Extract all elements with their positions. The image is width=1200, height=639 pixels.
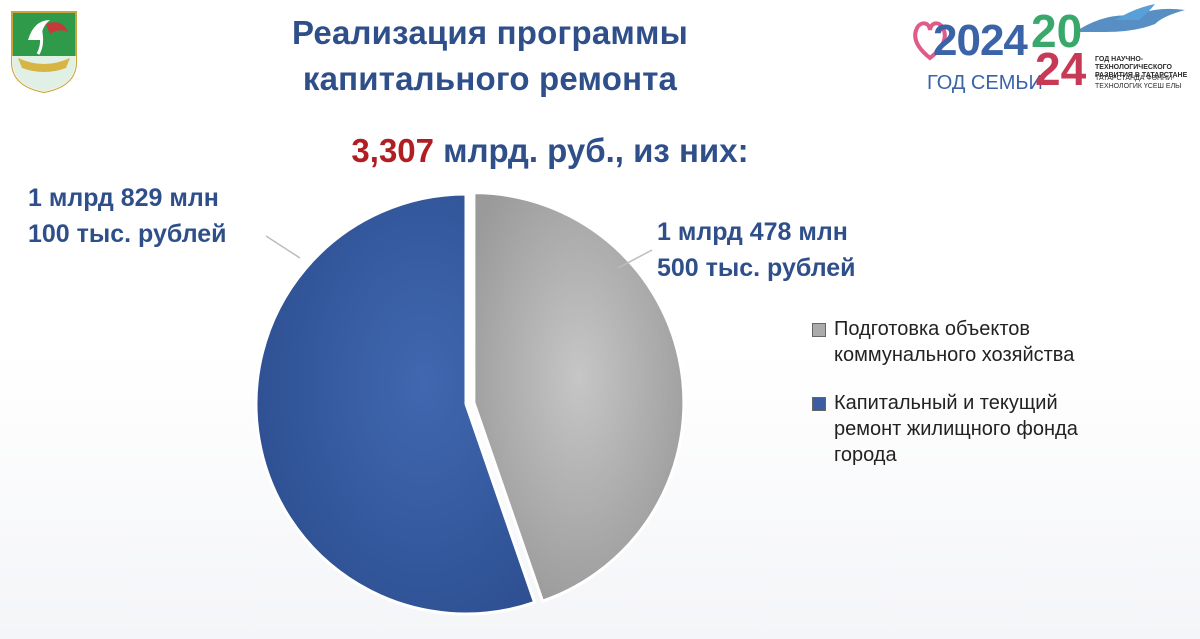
leader-line-right: [617, 249, 653, 269]
legend-text: ремонт жилищного фонда: [834, 418, 1078, 440]
legend-text: коммунального хозяйства: [834, 344, 1075, 366]
data-label-housing-line2: 100 тыс. рублей: [28, 220, 227, 248]
data-label-utilities-line1: 1 млрд 478 млн: [657, 218, 848, 246]
year-logo: 2024 ГОД СЕМЬИ 20 24 ГОД НАУЧНО-ТЕХНОЛОГ…: [905, 2, 1200, 102]
legend-item-housing: Капитальный и текущий ремонт жилищного ф…: [812, 390, 1192, 468]
pie-slice-housing: [254, 192, 537, 616]
logo-big-year-bottom: 24: [1035, 43, 1087, 95]
legend-text: Подготовка объектов: [834, 318, 1031, 340]
total-amount: 3,307: [351, 132, 435, 169]
title-line-1: Реализация программы: [292, 14, 688, 51]
data-label-housing-line1: 1 млрд 829 млн: [28, 184, 219, 212]
bird-icon: [1075, 4, 1185, 32]
total-suffix: млрд. руб., из них:: [434, 132, 749, 169]
legend-swatch-blue: [812, 397, 826, 411]
data-label-utilities-line2: 500 тыс. рублей: [657, 254, 856, 282]
title-line-2: капитального ремонта: [302, 60, 678, 97]
legend-text: города: [834, 444, 897, 466]
pie-slice-utilities: [472, 191, 686, 604]
leader-line-left: [265, 235, 301, 259]
legend-swatch-grey: [812, 323, 826, 337]
chart-title: 3,307 млрд. руб., из них:: [0, 132, 1100, 170]
legend-item-utilities: Подготовка объектов коммунального хозяйс…: [812, 316, 1192, 368]
data-label-utilities: 1 млрд 478 млн 500 тыс. рублей: [657, 214, 856, 286]
heart-icon: [913, 21, 947, 61]
legend-text: Капитальный и текущий: [834, 392, 1058, 414]
city-coat-of-arms-icon: [11, 11, 77, 94]
logo-subtitle: ГОД СЕМЬИ: [927, 72, 1043, 94]
logo-year: 2024: [933, 16, 1028, 65]
logo-caption-tt: ТАТАРСТАНДА ФӘННИ-ТЕХНОЛОГИК ҮСЕШ ЕЛЫ: [1095, 75, 1182, 90]
page-title: Реализация программы капитального ремонт…: [190, 10, 790, 102]
logo-big-year-top: 20: [1031, 5, 1083, 57]
logo-caption-ru: ГОД НАУЧНО-ТЕХНОЛОГИЧЕСКОГО РАЗВИТИЯ В Т…: [1095, 56, 1188, 79]
data-label-housing: 1 млрд 829 млн 100 тыс. рублей: [28, 180, 227, 252]
chart-legend: Подготовка объектов коммунального хозяйс…: [812, 316, 1192, 490]
